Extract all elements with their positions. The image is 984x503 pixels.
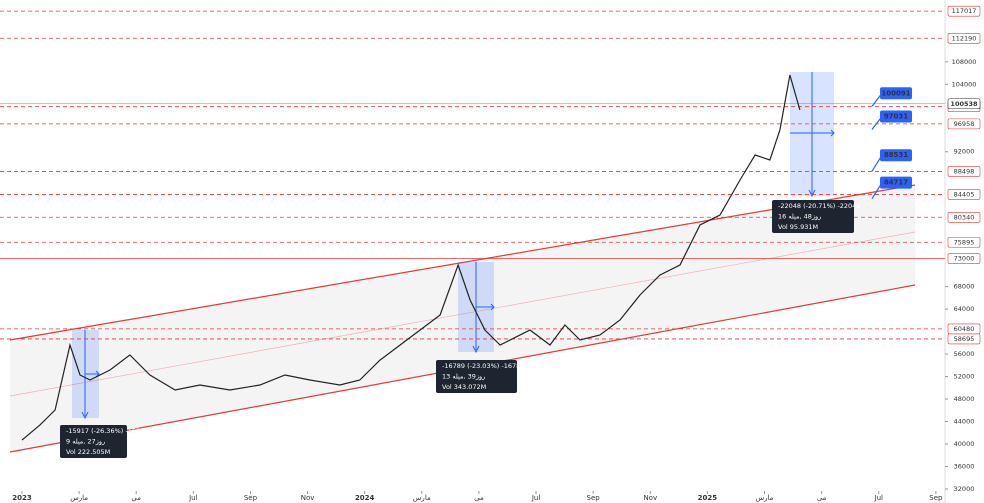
measure-label-box	[772, 200, 854, 233]
level-label-box	[947, 118, 981, 130]
measure-bars: روز39 ,میله 13	[442, 373, 485, 381]
y-tick-label: 108000	[952, 58, 977, 66]
level-label: 60480	[954, 325, 975, 333]
channel-fill	[10, 185, 915, 452]
x-tick-label: مارس	[756, 494, 774, 502]
x-tick-label: Nov	[301, 494, 315, 502]
level-label-box	[947, 236, 981, 248]
level-label: 96958	[954, 120, 975, 128]
measure-volume: Vol 343.072M	[442, 383, 486, 391]
channel-mid	[9, 231, 916, 397]
measure-volume: Vol 222.505M	[66, 448, 110, 456]
y-tick-label: 56000	[954, 350, 975, 358]
channel-upper	[9, 184, 916, 341]
current-price-box	[947, 98, 981, 110]
measure-arrows	[81, 72, 835, 420]
y-tick-label: 36000	[954, 462, 975, 470]
y-tick-label: 68000	[954, 283, 975, 291]
price-line	[21, 74, 801, 441]
level-label-box	[947, 253, 981, 264]
measure-label-box	[436, 360, 517, 393]
measure-volume: Vol 95.931M	[778, 223, 818, 231]
level-label-box	[947, 189, 981, 200]
y-tick-label: 44000	[954, 418, 975, 426]
y-tick-label: 32000	[954, 485, 975, 493]
level-label-box	[947, 333, 981, 345]
level-label: 58695	[954, 335, 975, 343]
callout-label: 97031	[884, 112, 908, 120]
y-tick-label: 40000	[954, 440, 975, 448]
x-tick-label: Sep	[587, 494, 601, 502]
measure-change: -15917 (-26.36%) -15917	[66, 427, 148, 435]
y-tick-label: 104000	[952, 80, 977, 88]
level-label: 84405	[954, 190, 975, 198]
x-tick-label: می	[131, 494, 141, 502]
callout-box	[880, 149, 912, 162]
measure-label-box	[60, 425, 127, 458]
level-label-box	[947, 166, 981, 177]
x-tick-label: Sep	[929, 494, 943, 502]
level-label: 80340	[954, 213, 975, 221]
y-tick-label: 64000	[954, 305, 975, 313]
callout-label: 88531	[884, 151, 908, 159]
y-tick-label: 92000	[954, 148, 975, 156]
callout-box	[880, 110, 912, 123]
current-price-label: 100538	[950, 100, 978, 108]
x-tick-label: Jul	[874, 494, 884, 502]
measure-change: -16789 (-23.03%) -16789	[442, 362, 524, 370]
measure-bars: روز48 ,میله 16	[778, 213, 821, 221]
x-tick-label: مارس	[70, 494, 88, 502]
callout-label: 84717	[884, 179, 908, 187]
x-tick-label: 2023	[12, 494, 32, 502]
x-tick-label: Jul	[188, 494, 198, 502]
level-label: 117017	[952, 7, 977, 15]
callout-box	[880, 176, 912, 189]
x-tick-label: Nov	[643, 494, 657, 502]
x-tick-label: Jul	[531, 494, 541, 502]
level-label: 88498	[954, 167, 975, 175]
level-label: 73000	[954, 255, 975, 263]
level-label: 75895	[954, 238, 975, 246]
y-tick-label: 52000	[954, 373, 975, 381]
level-label: 112190	[952, 34, 977, 42]
level-label-box	[947, 211, 981, 223]
level-label-box	[947, 5, 981, 17]
x-tick-label: 2025	[698, 494, 718, 502]
x-tick-label: می	[474, 494, 484, 502]
x-tick-label: مارس	[413, 494, 431, 502]
measure-change: -22048 (-20.71%) -22048	[778, 202, 860, 210]
level-label-box	[947, 32, 981, 44]
y-tick-label: 48000	[954, 395, 975, 403]
x-tick-label: 2024	[355, 494, 375, 502]
callout-box	[880, 87, 912, 100]
x-tick-label: می	[817, 494, 827, 502]
x-tick-label: Sep	[244, 494, 258, 502]
callout-label: 100091	[881, 89, 910, 97]
measure-bars: روز27 ,میله 9	[66, 438, 105, 446]
